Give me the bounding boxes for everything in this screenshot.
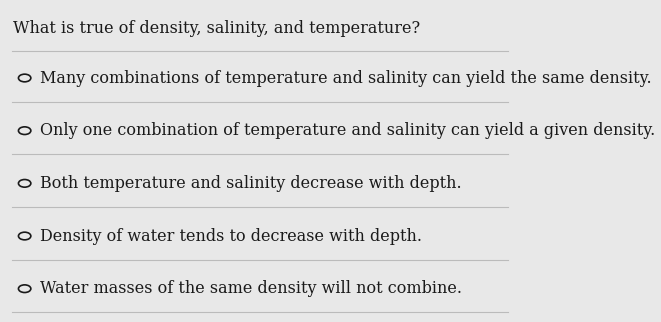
Text: Both temperature and salinity decrease with depth.: Both temperature and salinity decrease w… <box>40 175 462 192</box>
Text: What is true of density, salinity, and temperature?: What is true of density, salinity, and t… <box>13 20 420 37</box>
Text: Only one combination of temperature and salinity can yield a given density.: Only one combination of temperature and … <box>40 122 656 139</box>
Text: Many combinations of temperature and salinity can yield the same density.: Many combinations of temperature and sal… <box>40 70 652 87</box>
Text: Density of water tends to decrease with depth.: Density of water tends to decrease with … <box>40 228 422 244</box>
Text: Water masses of the same density will not combine.: Water masses of the same density will no… <box>40 280 462 297</box>
